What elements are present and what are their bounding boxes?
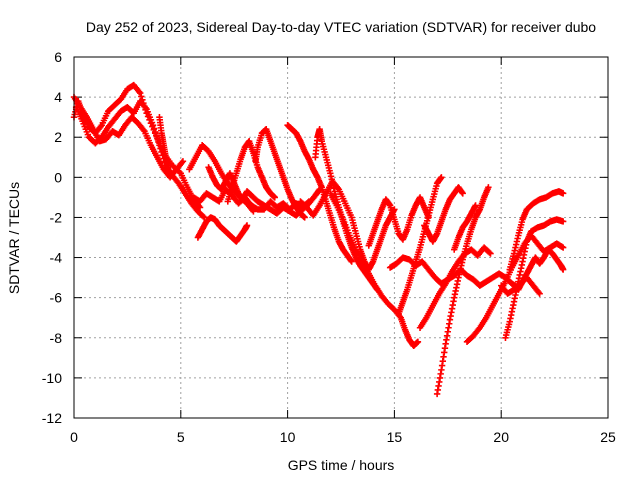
series-arc-i — [224, 138, 278, 205]
x-tick-label: 5 — [177, 429, 185, 445]
x-tick-label: 25 — [600, 429, 616, 445]
y-tick-label: 2 — [54, 129, 62, 145]
data-point — [150, 125, 158, 132]
y-axis-label: SDTVAR / TECUs — [6, 182, 22, 294]
series-arc-h — [205, 164, 323, 219]
data-point — [301, 214, 308, 221]
series-arc-b — [70, 93, 187, 181]
y-tick-label: 0 — [54, 169, 62, 185]
plot-frame — [73, 56, 609, 419]
series-arc-x — [502, 216, 567, 341]
x-axis-label: GPS time / hours — [288, 457, 395, 473]
data-point — [164, 164, 172, 171]
data-point — [243, 222, 251, 229]
data-point — [179, 158, 187, 165]
y-tick-label: 6 — [54, 49, 62, 65]
data-point — [271, 194, 278, 201]
data-point — [536, 290, 543, 297]
series-arc-u — [451, 202, 479, 253]
x-tick-label: 15 — [387, 429, 403, 445]
data-point — [348, 258, 355, 265]
y-tick-label: -10 — [42, 370, 62, 386]
series-arc-f — [194, 214, 251, 245]
data-point — [559, 266, 567, 273]
data-point — [559, 190, 567, 197]
series-arc-k — [284, 121, 355, 265]
data-point — [196, 204, 204, 211]
data-point — [559, 218, 567, 225]
data-point — [201, 214, 208, 221]
data-point — [459, 190, 466, 197]
series-arc-z — [498, 274, 543, 297]
y-tick-label: -6 — [50, 290, 63, 306]
series-arc-t — [421, 184, 466, 245]
x-tick-label: 0 — [70, 429, 78, 445]
data-point — [149, 121, 157, 129]
y-tick-label: -12 — [42, 410, 62, 426]
data-point — [487, 250, 494, 257]
y-tick-label: 4 — [54, 89, 62, 105]
data-point — [438, 174, 445, 181]
tick-labels: 0 5 10 15 20 25 -12 -10 -8 -6 -4 -2 0 2 4 6 — [42, 49, 616, 445]
chart-title: Day 252 of 2023, Sidereal Day-to-day VTE… — [86, 19, 596, 35]
data-point — [414, 338, 422, 345]
y-tick-label: -8 — [50, 330, 63, 346]
data-point — [137, 89, 144, 97]
data-point — [151, 128, 159, 136]
data-point — [200, 213, 207, 220]
series-arc-n — [327, 190, 422, 349]
data-point — [472, 202, 479, 209]
data-point — [138, 93, 145, 100]
data-point — [559, 244, 567, 251]
series-arc-j — [252, 126, 308, 221]
series-arc-d — [156, 113, 172, 171]
y-tick-label: -4 — [50, 250, 63, 266]
series-arc-a — [70, 81, 204, 211]
data-point — [154, 135, 161, 142]
x-tick-label: 10 — [280, 429, 296, 445]
data-point — [486, 249, 493, 256]
data-point — [485, 184, 492, 191]
series-arc-w — [506, 188, 567, 273]
data-points — [70, 81, 567, 398]
series-arc-s — [433, 184, 492, 398]
y-tick-label: -2 — [50, 209, 63, 225]
series-arc-c — [72, 97, 208, 221]
x-tick-label: 20 — [493, 429, 509, 445]
data-point — [153, 132, 160, 139]
